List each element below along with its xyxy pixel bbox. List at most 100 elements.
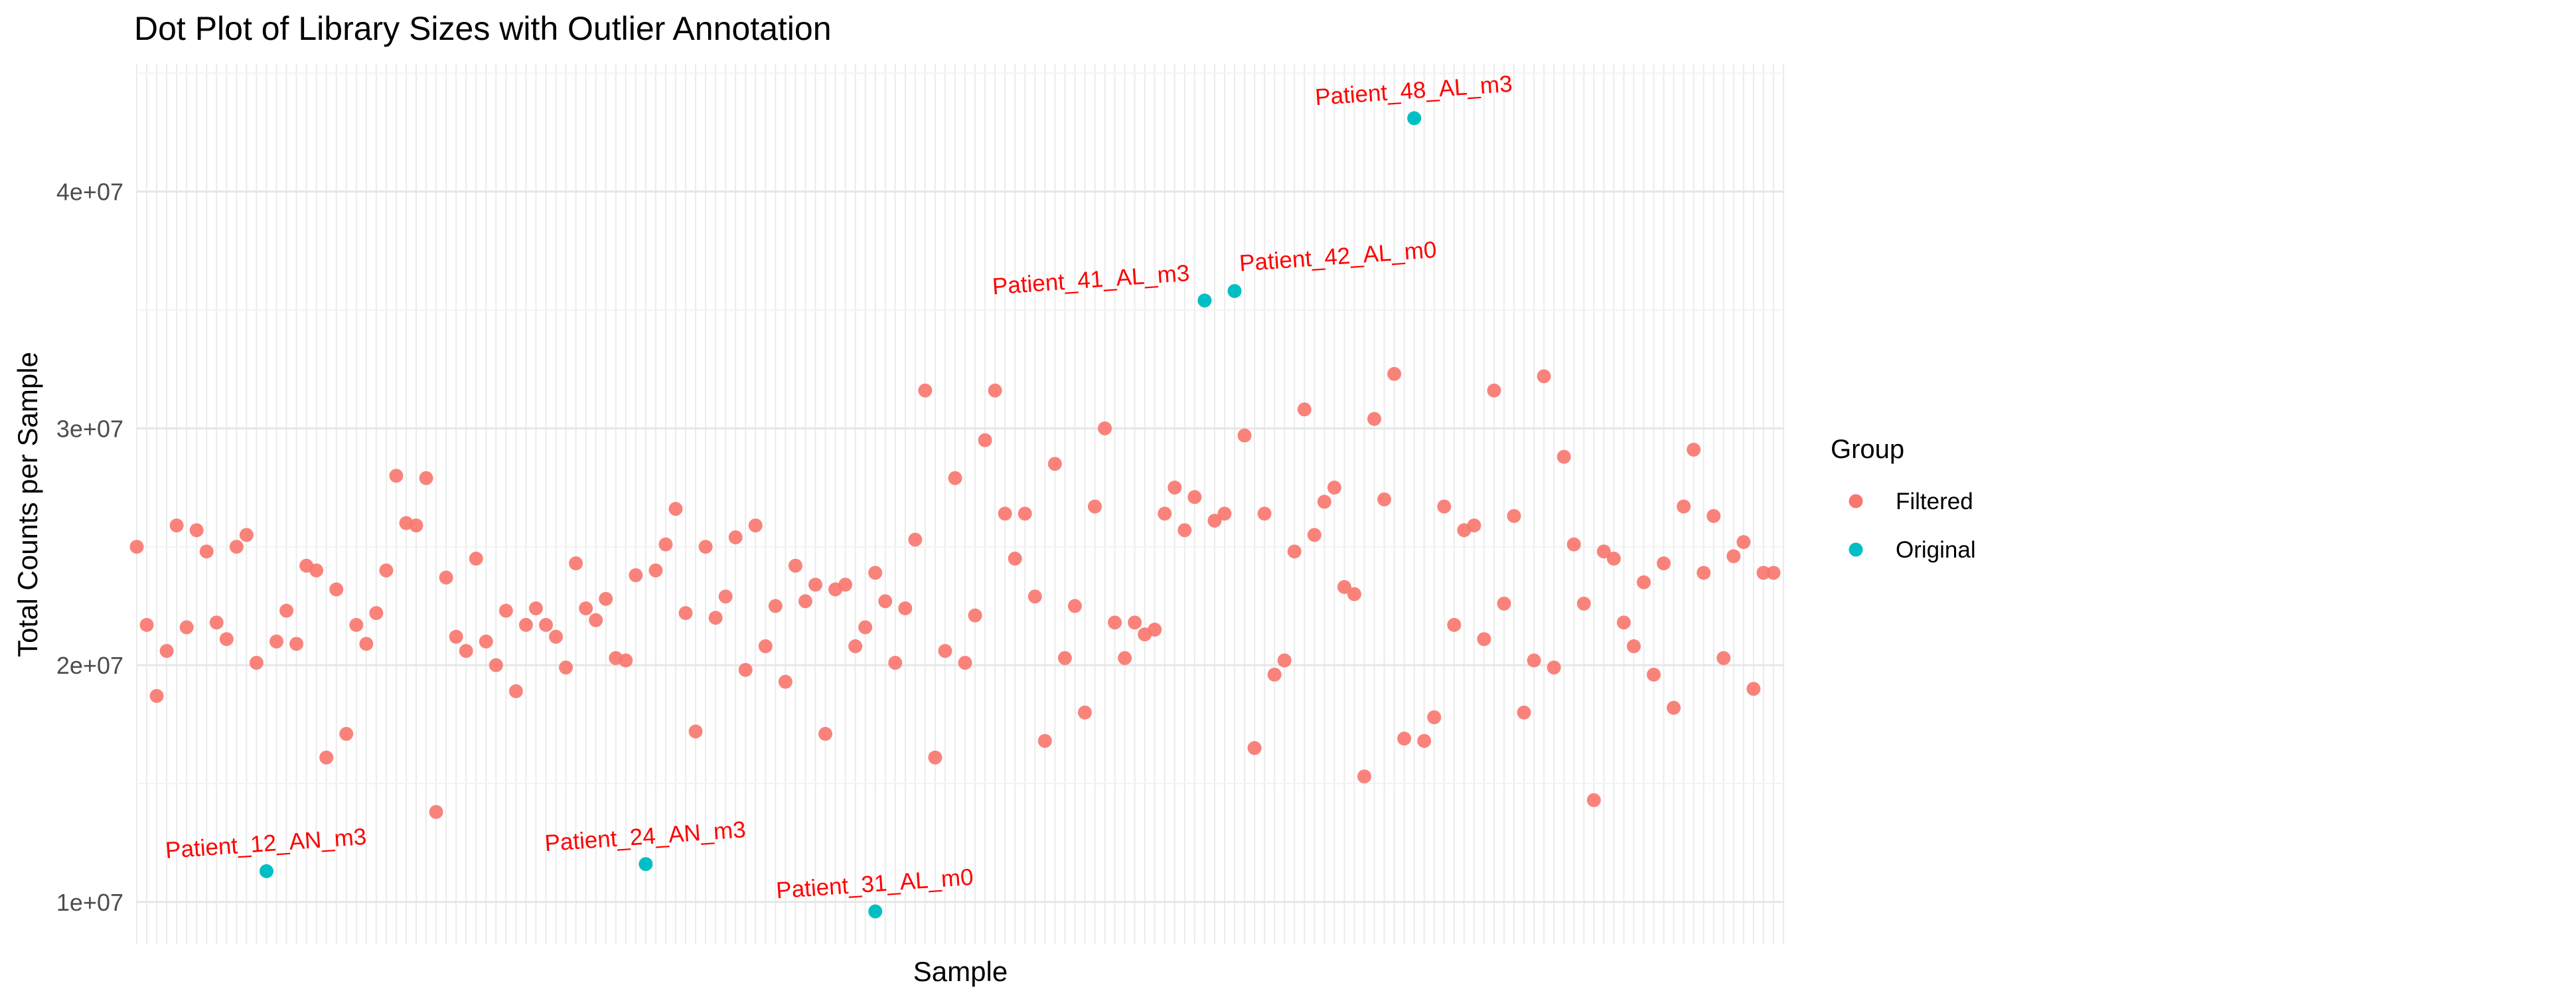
data-point-filtered [778,674,793,689]
data-point-filtered [269,634,284,649]
data-point-filtered [1527,653,1541,668]
data-point-filtered [1367,412,1382,426]
data-point-filtered [139,617,154,632]
data-point-filtered [818,727,833,741]
data-point-filtered [1158,506,1172,521]
data-point-filtered [389,469,404,483]
data-point-filtered [1387,366,1402,381]
data-point-filtered [1477,632,1491,647]
data-point-original [259,864,273,878]
data-point-filtered [1467,518,1481,533]
data-point-filtered [918,383,933,398]
data-point-filtered [279,603,294,618]
data-point-filtered [619,653,633,668]
data-point-filtered [1586,793,1601,807]
data-point-filtered [1307,528,1322,542]
data-point-filtered [1507,508,1521,523]
data-point-filtered [1337,579,1351,594]
data-point-filtered [129,540,144,554]
data-point-filtered [319,750,334,765]
data-point-filtered [569,556,583,571]
data-point-filtered [998,506,1012,521]
data-point-filtered [359,637,374,651]
data-point-filtered [459,644,473,658]
data-point-filtered [1217,506,1232,521]
data-point-filtered [1556,449,1571,464]
legend-title: Group [1831,435,1904,464]
data-point-filtered [1437,499,1452,514]
data-point-filtered [788,558,802,573]
data-point-filtered [1766,566,1781,580]
data-point-filtered [1427,710,1442,725]
data-point-filtered [579,601,593,615]
data-point-filtered [808,577,822,592]
data-point-filtered [1018,506,1032,521]
data-point-filtered [1297,402,1312,417]
data-point-filtered [708,611,723,625]
data-point-filtered [878,594,893,609]
data-point-filtered [209,615,224,630]
data-point-filtered [1168,481,1182,495]
data-point-filtered [888,656,903,670]
data-point-filtered [1047,457,1062,471]
data-point-filtered [718,589,733,604]
data-point-filtered [958,656,972,670]
data-point-filtered [508,684,523,698]
legend-swatch [1849,494,1863,508]
legend: Group Filtered Original [1831,435,1976,563]
data-point-filtered [1237,428,1252,443]
data-point-filtered [1667,700,1681,715]
legend-entries: Filtered Original [1849,489,1976,563]
data-point-filtered [1098,421,1112,435]
data-point-filtered [149,688,164,703]
data-point-filtered [1726,549,1741,564]
data-point-filtered [289,637,304,651]
x-axis-label: Sample [913,956,1008,987]
data-point-filtered [838,577,853,592]
data-point-filtered [189,523,204,538]
data-point-filtered [988,383,1002,398]
data-point-filtered [599,591,613,606]
y-axis: 1e+07 2e+07 3e+07 4e+07 [56,179,123,916]
data-point-filtered [179,620,194,635]
data-point-filtered [589,613,603,627]
legend-label: Filtered [1896,489,1973,514]
data-point-filtered [1537,369,1551,384]
data-point-filtered [858,620,873,635]
data-point-filtered [1697,566,1711,580]
data-point-filtered [249,656,264,670]
data-point-filtered [159,644,174,658]
data-point-filtered [1736,535,1751,550]
data-point-filtered [908,532,923,547]
data-point-filtered [648,563,663,577]
data-point-filtered [1257,506,1272,521]
data-point-filtered [1118,651,1132,665]
data-point-filtered [498,603,513,618]
data-point-filtered [1108,615,1122,630]
data-point-filtered [948,471,962,485]
data-point-filtered [1027,589,1042,604]
data-point-filtered [1616,615,1631,630]
data-point-original [868,904,883,919]
data-point-filtered [1687,442,1701,457]
data-point-filtered [1397,731,1412,746]
data-point-filtered [728,530,743,544]
data-point-filtered [349,617,364,632]
y-tick-label: 2e+07 [56,652,123,679]
data-point-filtered [549,629,564,644]
data-point-filtered [538,617,553,632]
data-point-filtered [758,639,773,654]
data-point-filtered [1008,552,1022,566]
grid-lines [136,64,1784,945]
data-point-filtered [1746,682,1761,696]
data-point-filtered [1087,499,1102,514]
data-point-filtered [169,518,184,533]
data-point-filtered [329,582,344,597]
data-point-filtered [658,537,673,552]
data-point-filtered [1187,490,1202,504]
data-point-filtered [1077,705,1092,720]
data-point-filtered [698,540,713,554]
data-point-filtered [1377,492,1392,506]
